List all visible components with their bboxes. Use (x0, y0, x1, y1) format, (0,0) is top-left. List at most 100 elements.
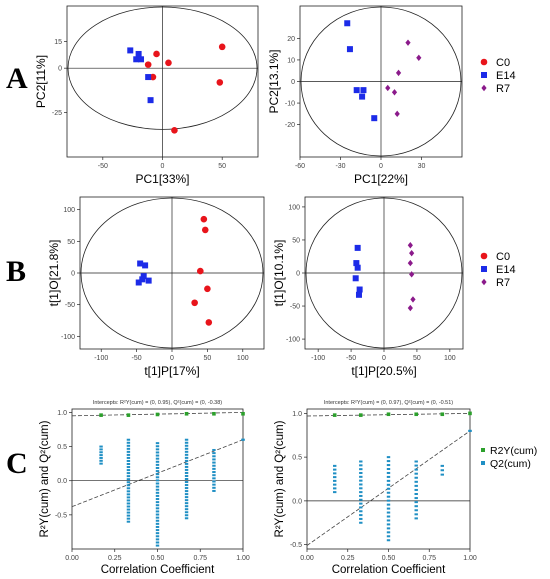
q2-point (184, 502, 189, 505)
q2-point (440, 473, 444, 476)
y-tick-label: 0.5 (292, 455, 302, 462)
q2-point (386, 507, 391, 510)
y-tick-label: 100 (288, 204, 300, 211)
q2-point (184, 505, 189, 508)
point-r7 (409, 249, 415, 257)
legend-c: R2Y(cum)Q2(cum) (481, 445, 537, 470)
q2-point (184, 514, 189, 517)
legend-label-c: Q2(cum) (490, 458, 531, 470)
q2-point (386, 460, 391, 463)
q2-point (184, 441, 189, 444)
q2-point (155, 501, 160, 504)
pca-plot-a-left: -50 0 50 15 0 -25 PC1[33%] PC2[11%] (34, 5, 259, 186)
panel-letter-b: B (6, 255, 26, 288)
q2-point (99, 448, 103, 451)
q2-point (414, 472, 418, 475)
r2y-point (155, 412, 160, 417)
q2-point (126, 502, 131, 505)
point-e14 (356, 286, 363, 293)
q2-point (184, 450, 189, 453)
y-tick-label: 0 (296, 271, 300, 278)
point-e14 (353, 260, 360, 267)
x-tick-label: 0.75 (193, 555, 207, 562)
q2-point (126, 438, 131, 441)
panel-letter-a: A (6, 62, 28, 95)
legend-marker-c0 (480, 58, 488, 66)
permutation-plot-c-right: 0.00 0.25 0.50 0.75 1.00 1.0 0.5 0.0 -0.5 Correla… (274, 400, 477, 576)
q2-point (386, 531, 391, 534)
q2-point (155, 485, 160, 488)
point-c0 (200, 215, 208, 223)
x-tick-label: 0.25 (108, 555, 122, 562)
q2-point (155, 460, 160, 463)
point-r7 (405, 39, 411, 46)
q2-point (126, 490, 131, 493)
r2y-point (358, 413, 363, 417)
q2-point (155, 448, 160, 451)
confidence-ellipse (80, 197, 264, 349)
q2-point (155, 451, 160, 454)
q2-point (126, 478, 131, 481)
q2-point (184, 508, 189, 511)
q2-point (155, 479, 160, 482)
q2-point (241, 438, 245, 441)
q2-point (212, 458, 216, 461)
y-axis-label: PC2[13.1%] (267, 49, 281, 113)
q2-point (126, 475, 131, 478)
x-tick-label: 0.25 (341, 555, 355, 562)
q2-point (414, 513, 418, 516)
y-tick-label: 0 (58, 66, 62, 73)
q2-point (155, 476, 160, 479)
q2-point (126, 447, 131, 450)
q2-point (155, 519, 160, 522)
q2-point (99, 459, 103, 462)
q2-point (184, 487, 189, 490)
point-r7 (407, 304, 413, 312)
r2y-point (468, 411, 472, 416)
q2-point (184, 490, 189, 493)
q2-point (333, 464, 337, 467)
q2-point (386, 487, 391, 490)
q2-point (212, 483, 216, 486)
x-tick-label: -30 (335, 163, 345, 170)
q2-point (184, 478, 189, 480)
q2-point (212, 448, 216, 451)
point-c0 (149, 73, 157, 81)
x-tick-label: 0 (379, 163, 383, 170)
q2-point (212, 480, 216, 483)
q2-point (184, 453, 189, 456)
legend-marker-c (481, 461, 485, 465)
q2-point (468, 429, 472, 432)
q2-point (155, 491, 160, 494)
pca-plot-a-right: -60 -30 0 30 20 10 0 -10 -20 PC1[22%] PC2[13.1%] (267, 5, 463, 186)
q2-point (414, 480, 418, 483)
q2-point (386, 483, 391, 486)
y-tick-label: 0.5 (57, 444, 67, 451)
q2-point (155, 494, 160, 497)
q2-point (359, 460, 363, 463)
q2-point (359, 498, 363, 501)
q2-point (99, 445, 103, 448)
y-tick-label: -50 (290, 304, 300, 311)
q2-point (155, 488, 160, 491)
q2-point (212, 464, 216, 467)
point-c0 (171, 127, 178, 134)
q2-point (155, 507, 160, 510)
y-tick-label: 50 (292, 237, 300, 244)
point-e14 (142, 262, 149, 269)
q2-point (414, 468, 418, 471)
q2-point (386, 475, 391, 478)
q2-point (184, 493, 189, 496)
q2-point (386, 464, 391, 467)
q2-point (155, 473, 160, 476)
point-e14 (371, 115, 378, 122)
y-axis-label: t[1]O[21.8%] (47, 240, 61, 307)
point-c0 (205, 319, 213, 326)
q2-point (155, 466, 160, 469)
legend-marker-r7 (481, 278, 487, 286)
x-axis-label: Correlation Coefficient (332, 564, 446, 576)
q2-point (359, 521, 363, 524)
q2-point (440, 469, 444, 472)
x-tick-label: -100 (94, 355, 108, 362)
